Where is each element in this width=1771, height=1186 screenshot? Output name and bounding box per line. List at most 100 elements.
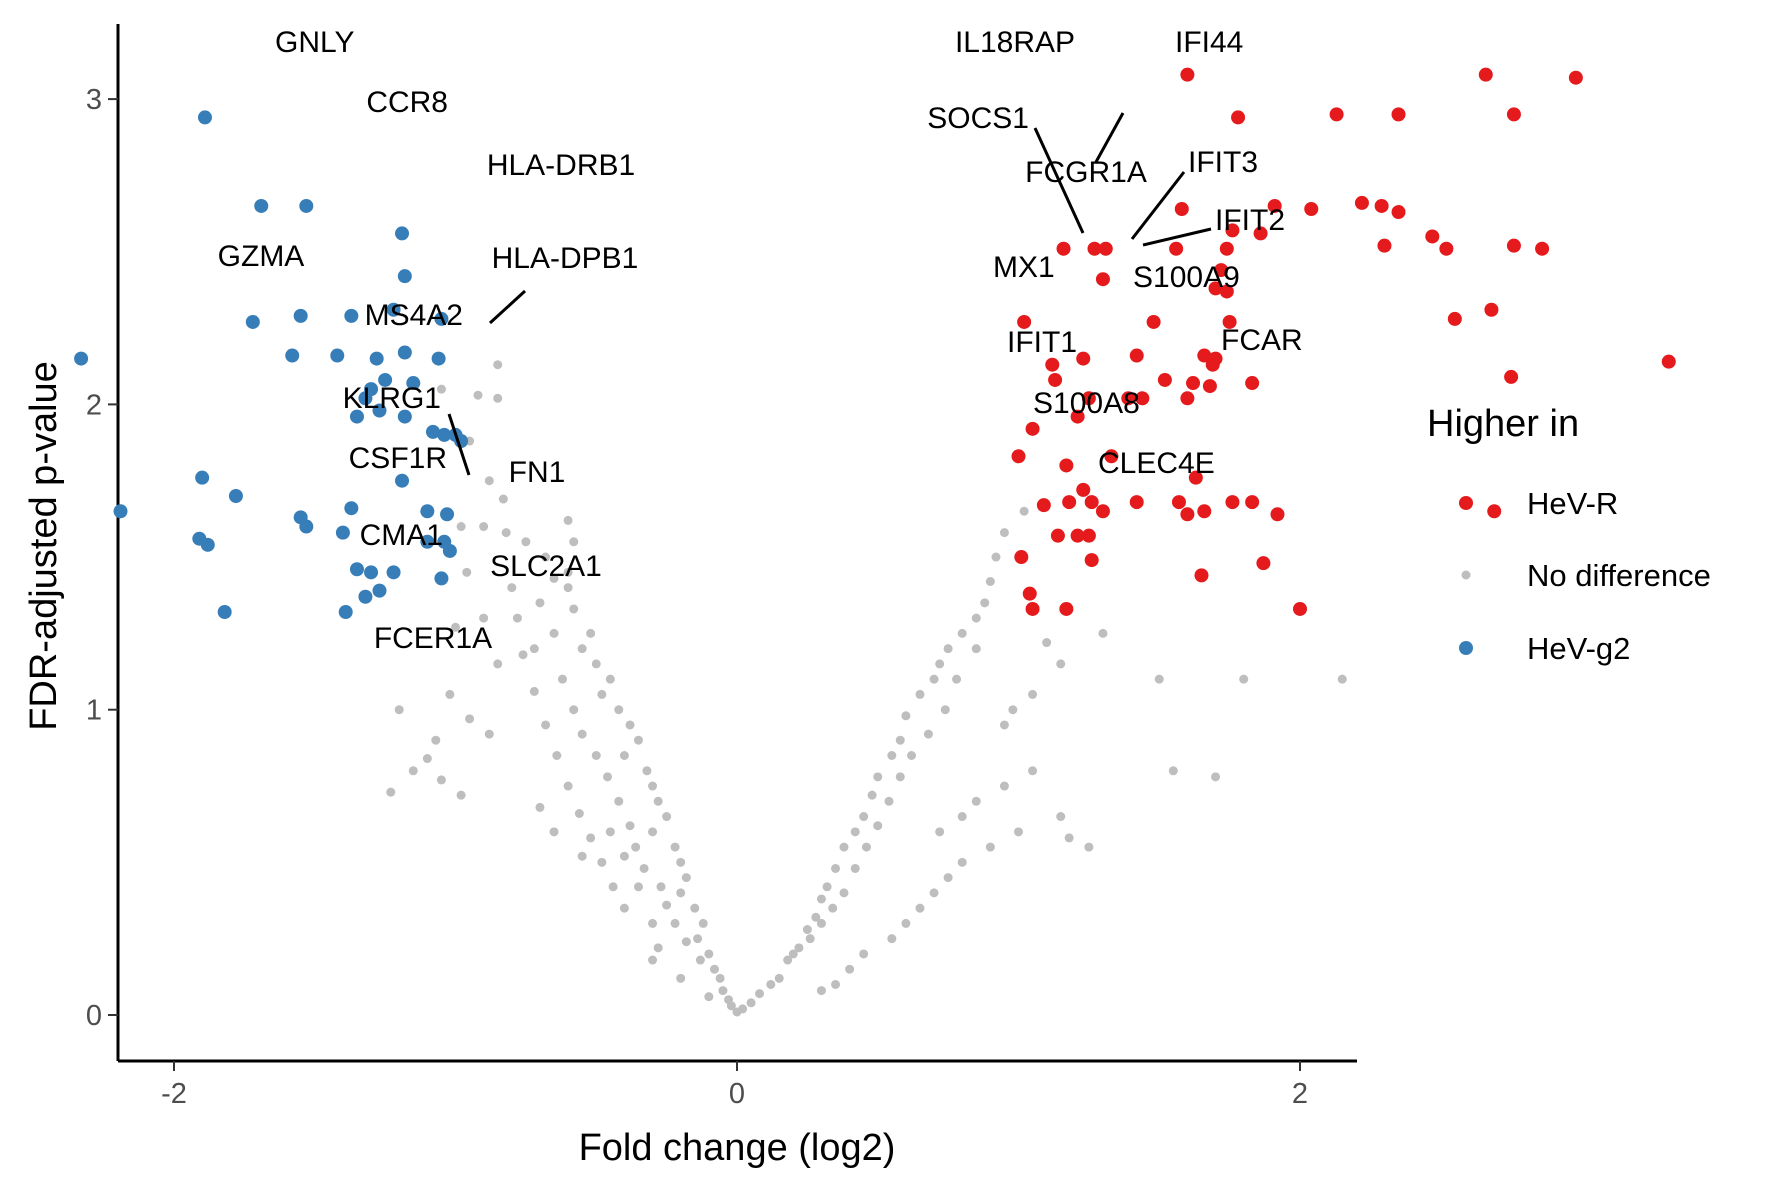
point-no-difference bbox=[929, 888, 939, 898]
point-hev-g2 bbox=[349, 409, 364, 424]
point-no-difference bbox=[493, 393, 503, 403]
gene-label: CMA1 bbox=[360, 519, 443, 552]
gene-label: HLA-DRB1 bbox=[487, 149, 635, 182]
point-no-difference bbox=[839, 842, 849, 852]
point-no-difference bbox=[569, 537, 579, 547]
point-hev-g2 bbox=[406, 376, 421, 391]
point-no-difference bbox=[577, 729, 587, 739]
point-hev-r bbox=[1391, 205, 1406, 220]
leader-line bbox=[488, 289, 527, 325]
point-hev-r bbox=[1059, 458, 1074, 473]
point-no-difference bbox=[693, 934, 703, 944]
x-tick-label: 2 bbox=[1292, 1078, 1308, 1110]
point-hev-r bbox=[1104, 449, 1119, 464]
legend-title: Higher in bbox=[1427, 403, 1579, 445]
point-hev-r bbox=[1095, 504, 1110, 519]
point-no-difference bbox=[656, 882, 666, 892]
point-no-difference bbox=[907, 750, 917, 760]
point-hev-g2 bbox=[335, 525, 350, 540]
point-no-difference bbox=[704, 992, 714, 1002]
point-no-difference bbox=[991, 552, 1001, 562]
point-no-difference bbox=[549, 827, 559, 837]
gene-label: FCGR1A bbox=[1025, 156, 1147, 189]
point-no-difference bbox=[541, 720, 551, 730]
point-hev-r bbox=[1447, 311, 1462, 326]
point-no-difference bbox=[915, 903, 925, 913]
point-no-difference bbox=[591, 659, 601, 669]
y-tick-label: 2 bbox=[86, 389, 102, 421]
point-no-difference bbox=[681, 873, 691, 883]
point-hev-g2 bbox=[420, 504, 435, 519]
point-no-difference bbox=[619, 750, 629, 760]
point-no-difference bbox=[549, 628, 559, 638]
point-no-difference bbox=[901, 711, 911, 721]
point-no-difference bbox=[1019, 506, 1029, 516]
leader-line bbox=[1142, 227, 1212, 247]
point-hev-r bbox=[1506, 107, 1521, 122]
point-hev-r bbox=[1045, 357, 1060, 372]
point-no-difference bbox=[695, 955, 705, 965]
point-hev-r bbox=[1253, 226, 1268, 241]
point-no-difference bbox=[586, 628, 596, 638]
point-no-difference bbox=[662, 812, 672, 822]
label-leader-lines bbox=[447, 112, 1212, 476]
point-no-difference bbox=[1056, 659, 1066, 669]
point-no-difference bbox=[999, 781, 1009, 791]
point-labels: GNLY CCR8 HLA-DRB1 GZMA HLA-DPB1 MS4A2 KLRG1 CS… bbox=[218, 26, 1303, 655]
point-no-difference bbox=[828, 903, 838, 913]
point-no-difference bbox=[1239, 674, 1249, 684]
point-hev-r bbox=[1157, 372, 1172, 387]
point-no-difference bbox=[451, 622, 460, 632]
point-no-difference bbox=[952, 674, 962, 684]
point-hev-g2 bbox=[386, 565, 401, 580]
point-hev-r bbox=[1506, 238, 1521, 253]
x-tick-label: 0 bbox=[729, 1078, 745, 1110]
point-no-difference bbox=[597, 857, 607, 867]
gene-label: MX1 bbox=[993, 251, 1055, 284]
point-no-difference bbox=[957, 857, 967, 867]
gene-label: FCER1A bbox=[374, 622, 492, 655]
point-no-difference bbox=[915, 689, 925, 699]
point-no-difference bbox=[690, 903, 700, 913]
point-hev-r bbox=[1219, 241, 1234, 256]
y-tick-label: 3 bbox=[86, 84, 102, 116]
point-hev-r bbox=[1129, 495, 1144, 510]
point-hev-g2 bbox=[397, 409, 412, 424]
point-no-difference bbox=[698, 918, 708, 928]
point-no-difference bbox=[681, 937, 691, 947]
point-no-difference bbox=[456, 522, 466, 532]
point-hev-r bbox=[1180, 67, 1195, 82]
point-no-difference bbox=[957, 812, 967, 822]
leader-line bbox=[1033, 127, 1085, 234]
point-hev-r bbox=[1076, 482, 1091, 497]
point-hev-r bbox=[1121, 391, 1136, 406]
point-no-difference bbox=[557, 674, 567, 684]
point-hev-r bbox=[1425, 229, 1440, 244]
point-hev-r bbox=[1025, 601, 1040, 616]
point-no-difference bbox=[802, 925, 812, 935]
point-no-difference bbox=[563, 567, 573, 577]
point-no-difference bbox=[943, 644, 953, 654]
gene-label: FCAR bbox=[1221, 324, 1303, 357]
point-no-difference bbox=[518, 650, 528, 660]
point-hev-g2 bbox=[395, 226, 410, 241]
point-hev-r bbox=[1214, 263, 1229, 278]
point-hev-g2 bbox=[437, 427, 452, 442]
point-hev-r bbox=[1202, 379, 1217, 394]
point-no-difference bbox=[755, 989, 765, 999]
point-no-difference bbox=[422, 754, 432, 764]
point-hev-r bbox=[1225, 223, 1240, 238]
point-no-difference bbox=[605, 674, 615, 684]
point-no-difference bbox=[653, 796, 663, 806]
point-hev-g2 bbox=[386, 302, 401, 317]
leader-line bbox=[1094, 112, 1125, 163]
point-no-difference bbox=[873, 821, 883, 831]
point-no-difference bbox=[887, 750, 897, 760]
point-hev-r bbox=[1391, 107, 1406, 122]
gene-label: KLRG1 bbox=[343, 382, 441, 415]
point-no-difference bbox=[563, 583, 573, 593]
legend-entry-label: HeV-g2 bbox=[1527, 631, 1630, 666]
point-no-difference bbox=[816, 918, 826, 928]
point-hev-r bbox=[1304, 202, 1319, 217]
